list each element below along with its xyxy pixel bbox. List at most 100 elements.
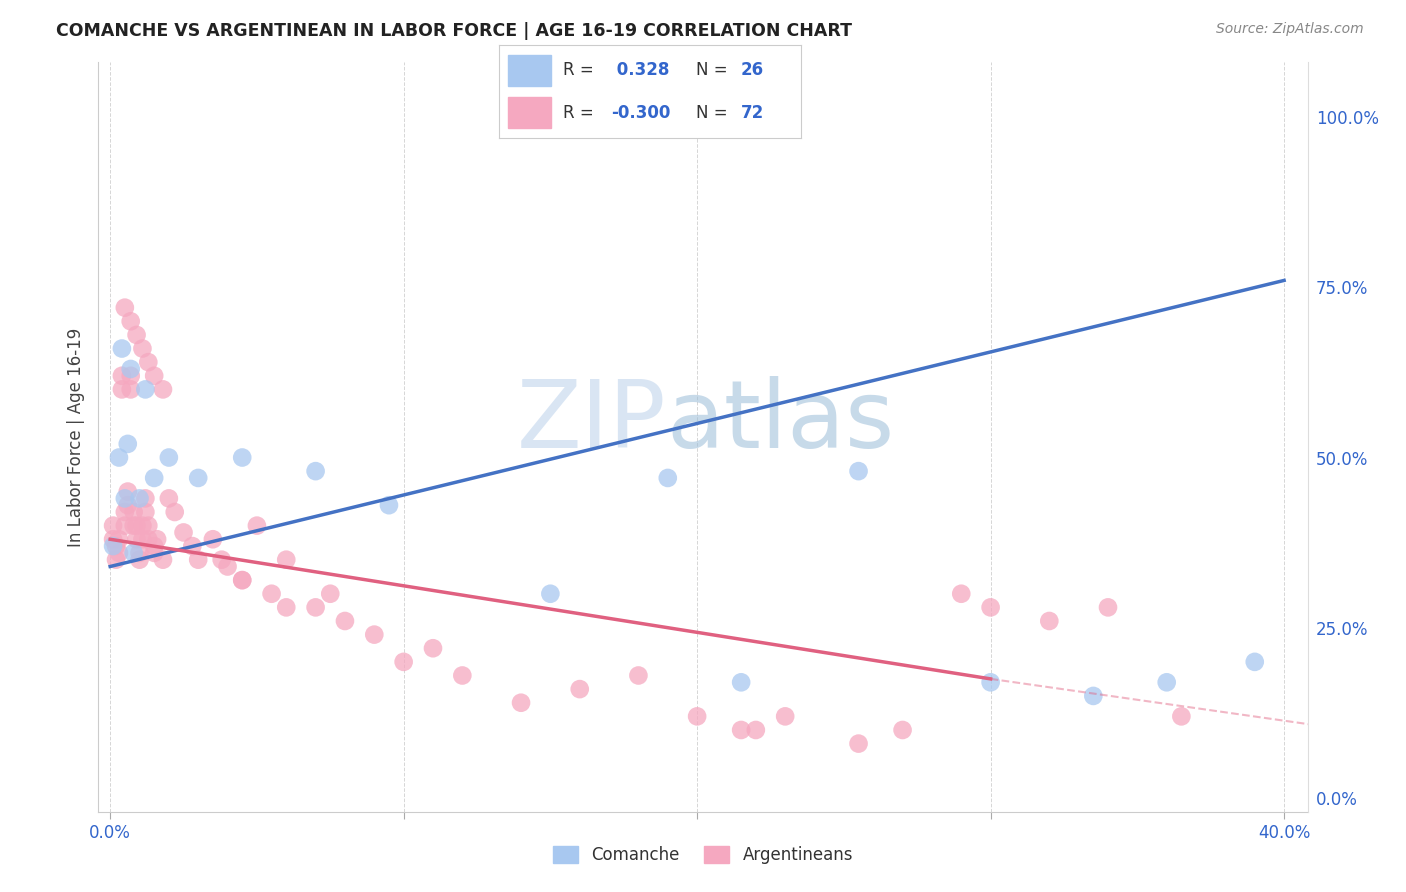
Point	[125, 533, 148, 547]
Point	[538, 587, 561, 601]
Point	[187, 471, 209, 485]
Point	[120, 383, 142, 397]
Text: -0.300: -0.300	[612, 103, 671, 121]
Text: 72: 72	[741, 103, 765, 121]
Point	[122, 505, 145, 519]
Point	[163, 505, 186, 519]
Point	[980, 675, 1002, 690]
Text: COMANCHE VS ARGENTINEAN IN LABOR FORCE | AGE 16-19 CORRELATION CHART: COMANCHE VS ARGENTINEAN IN LABOR FORCE |…	[56, 22, 852, 40]
Point	[333, 614, 356, 628]
Point	[136, 533, 159, 547]
Point	[568, 682, 591, 697]
Point	[231, 573, 253, 587]
Point	[122, 518, 145, 533]
Point	[131, 342, 153, 356]
Point	[152, 552, 174, 566]
Point	[1038, 614, 1060, 628]
Point	[146, 533, 169, 547]
Point	[101, 518, 124, 533]
Point	[105, 552, 128, 566]
Point	[1243, 655, 1265, 669]
Point	[125, 518, 148, 533]
Point	[122, 546, 145, 560]
Point	[260, 587, 283, 601]
Point	[125, 327, 148, 342]
Point	[950, 587, 973, 601]
Point	[143, 546, 166, 560]
Point	[363, 627, 385, 641]
Point	[157, 450, 180, 465]
Point	[114, 491, 136, 506]
Point	[745, 723, 768, 737]
Point	[117, 484, 139, 499]
Point	[143, 368, 166, 383]
Point	[187, 552, 209, 566]
Point	[627, 668, 650, 682]
Point	[128, 552, 150, 566]
Point	[108, 450, 131, 465]
Point	[117, 498, 139, 512]
Point	[510, 696, 533, 710]
Point	[231, 450, 253, 465]
Text: N =: N =	[696, 62, 727, 79]
Point	[392, 655, 415, 669]
Point	[134, 491, 156, 506]
Point	[114, 301, 136, 315]
Point	[730, 675, 752, 690]
Point	[134, 383, 156, 397]
Text: 0.328: 0.328	[612, 62, 669, 79]
Point	[276, 552, 298, 566]
Point	[657, 471, 679, 485]
Point	[730, 723, 752, 737]
Point	[773, 709, 796, 723]
Point	[120, 362, 142, 376]
Text: Source: ZipAtlas.com: Source: ZipAtlas.com	[1216, 22, 1364, 37]
Text: atlas: atlas	[666, 376, 896, 468]
Point	[120, 368, 142, 383]
Point	[105, 539, 128, 553]
Point	[173, 525, 195, 540]
Point	[1156, 675, 1178, 690]
Point	[422, 641, 444, 656]
Point	[108, 533, 131, 547]
Point	[201, 533, 224, 547]
Point	[378, 498, 401, 512]
Text: R =: R =	[562, 62, 593, 79]
Point	[101, 533, 124, 547]
Point	[111, 342, 134, 356]
Point	[101, 539, 124, 553]
Point	[319, 587, 342, 601]
Point	[131, 533, 153, 547]
Point	[143, 539, 166, 553]
Point	[211, 552, 233, 566]
Point	[1097, 600, 1119, 615]
Bar	[508, 55, 551, 86]
Point	[111, 383, 134, 397]
Text: N =: N =	[696, 103, 727, 121]
Point	[108, 546, 131, 560]
Point	[848, 464, 870, 478]
Point	[114, 518, 136, 533]
Point	[120, 314, 142, 328]
Point	[276, 600, 298, 615]
Point	[111, 368, 134, 383]
Text: 26: 26	[741, 62, 763, 79]
Point	[136, 355, 159, 369]
Point	[157, 491, 180, 506]
Point	[980, 600, 1002, 615]
Point	[114, 505, 136, 519]
Point	[304, 600, 326, 615]
Point	[304, 464, 326, 478]
Point	[134, 505, 156, 519]
Point	[891, 723, 914, 737]
Point	[848, 737, 870, 751]
Text: R =: R =	[562, 103, 593, 121]
Point	[1083, 689, 1105, 703]
Point	[143, 471, 166, 485]
Point	[1170, 709, 1192, 723]
Point	[152, 383, 174, 397]
Point	[686, 709, 709, 723]
Bar	[508, 97, 551, 128]
Point	[246, 518, 269, 533]
Point	[181, 539, 204, 553]
